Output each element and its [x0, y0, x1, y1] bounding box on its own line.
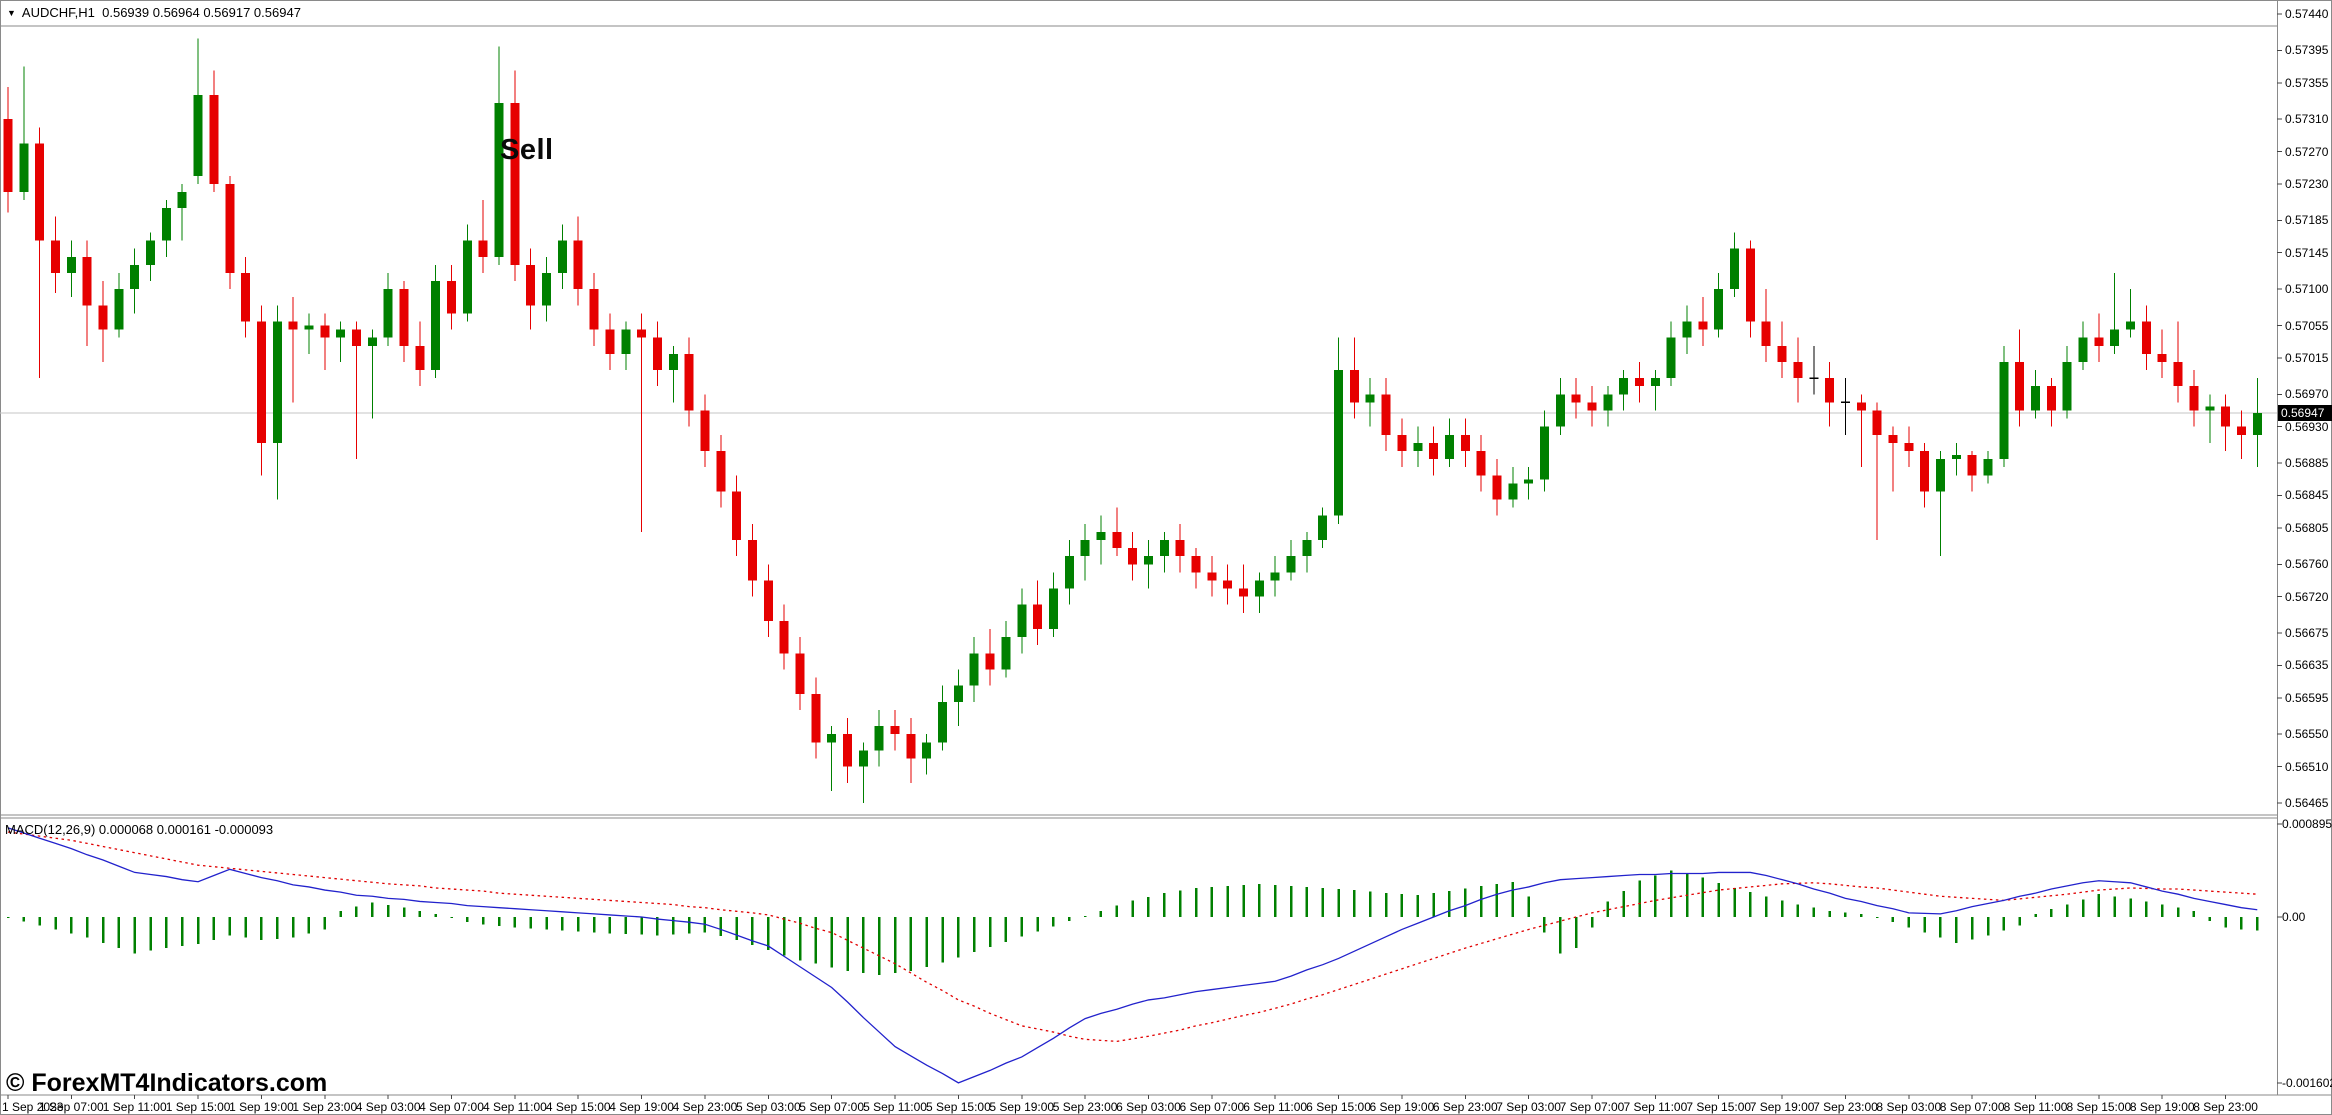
time-axis-label: 5 Sep 07:00 [799, 1100, 865, 1114]
time-axis-label: 7 Sep 07:00 [1559, 1100, 1625, 1114]
time-axis-label: 6 Sep 23:00 [1432, 1100, 1498, 1114]
price-axis-label: 0.57355 [2285, 75, 2329, 90]
time-axis-label: 4 Sep 11:00 [482, 1100, 547, 1114]
chart-dropdown-icon[interactable]: ▼ [7, 8, 16, 18]
price-axis-label: 0.57015 [2285, 350, 2329, 365]
time-axis-label: 8 Sep 07:00 [1939, 1100, 2005, 1114]
time-axis-label: 5 Sep 03:00 [735, 1100, 801, 1114]
quote-ohlc-values: 0.56939 0.56964 0.56917 0.56947 [102, 5, 301, 20]
current-price-tag: 0.56947 [2278, 404, 2332, 421]
time-axis-label: 1 Sep 19:00 [229, 1100, 294, 1114]
time-axis-label: 5 Sep 15:00 [926, 1100, 991, 1114]
price-axis-label: 0.56845 [2285, 488, 2329, 503]
time-axis-label: 6 Sep 15:00 [1306, 1100, 1371, 1114]
time-axis-label: 4 Sep 07:00 [419, 1100, 484, 1114]
time-axis-label: 8 Sep 11:00 [2003, 1100, 2068, 1114]
price-axis-label: 0.56805 [2285, 520, 2329, 535]
macd-axis-label: 0.00 [2282, 910, 2306, 924]
price-axis-label: 0.56885 [2285, 456, 2329, 471]
time-axis-label: 5 Sep 11:00 [863, 1100, 927, 1114]
macd-signal-line [7, 831, 2258, 1043]
time-axis-label: 7 Sep 11:00 [1623, 1100, 1688, 1114]
price-axis-label: 0.56760 [2285, 557, 2329, 572]
time-axis-label: 8 Sep 03:00 [1876, 1100, 1942, 1114]
time-axis-label: 7 Sep 23:00 [1813, 1100, 1878, 1114]
time-axis-label: 1 Sep 07:00 [38, 1100, 104, 1114]
price-axis-label: 0.56930 [2285, 419, 2329, 434]
macd-main-line [7, 827, 2258, 1084]
time-axis-label: 8 Sep 23:00 [2193, 1100, 2258, 1114]
time-axis-label: 1 Sep 23:00 [292, 1100, 358, 1114]
time-axis-label: 4 Sep 23:00 [672, 1100, 738, 1114]
time-axis-label: 8 Sep 15:00 [2066, 1100, 2132, 1114]
price-axis-label: 0.56595 [2285, 690, 2329, 705]
macd-axis-label: -0.001602 [2282, 1076, 2332, 1091]
price-axis-label: 0.57310 [2285, 112, 2329, 127]
macd-indicator-label: MACD(12,26,9) 0.000068 0.000161 -0.00009… [5, 822, 274, 837]
price-axis-label: 0.56675 [2285, 626, 2329, 641]
time-axis-label: 5 Sep 19:00 [989, 1100, 1055, 1114]
macd-axis-label: 0.000895 [2282, 817, 2332, 832]
time-axis-label: 5 Sep 23:00 [1052, 1100, 1118, 1114]
symbol-period-label: AUDCHF,H1 [21, 5, 95, 20]
time-axis-label: 7 Sep 03:00 [1496, 1100, 1561, 1114]
time-axis-label: 1 Sep 11:00 [102, 1100, 167, 1114]
price-axis-label: 0.56510 [2285, 759, 2329, 774]
time-axis-label: 8 Sep 19:00 [2129, 1100, 2195, 1114]
price-axis-label: 0.57055 [2285, 318, 2329, 333]
time-axis-label: 6 Sep 07:00 [1179, 1100, 1245, 1114]
time-axis-label: 4 Sep 15:00 [545, 1100, 611, 1114]
axis-ticks [7, 13, 2282, 1099]
price-axis-label: 0.57395 [2285, 43, 2329, 58]
price-axis-label: 0.56550 [2285, 727, 2329, 742]
time-axis-label: 1 Sep 2023 [2, 1100, 64, 1114]
price-axis-label: 0.57185 [2285, 213, 2329, 228]
price-axis-label: 0.57230 [2285, 176, 2329, 191]
time-axis-label: 1 Sep 15:00 [165, 1100, 231, 1114]
price-axis-label: 0.56635 [2285, 658, 2329, 673]
price-axis-label: 0.56720 [2285, 589, 2329, 604]
time-axis-label: 7 Sep 15:00 [1686, 1100, 1752, 1114]
price-axis-label: 0.57100 [2285, 282, 2329, 297]
time-axis-label: 6 Sep 03:00 [1116, 1100, 1181, 1114]
time-axis-label: 6 Sep 11:00 [1243, 1100, 1308, 1114]
candlestick-series [3, 38, 2262, 803]
time-axis-label: 4 Sep 19:00 [609, 1100, 674, 1114]
price-axis-label: 0.57270 [2285, 144, 2329, 159]
price-axis-label: 0.56970 [2285, 387, 2329, 402]
watermark-text: © ForexMT4Indicators.com [6, 1069, 328, 1097]
price-axis-label: 0.57440 [2285, 7, 2329, 21]
price-axis-label: 0.56465 [2285, 796, 2329, 810]
sell-annotation: Sell [500, 134, 554, 166]
time-axis-label: 4 Sep 03:00 [355, 1100, 421, 1114]
time-axis-label: 6 Sep 19:00 [1369, 1100, 1435, 1114]
macd-histogram [6, 870, 2259, 976]
price-axis-label: 0.57145 [2285, 245, 2329, 260]
time-axis-label: 7 Sep 19:00 [1749, 1100, 1815, 1114]
quote-header: ▼ AUDCHF,H1 0.56939 0.56964 0.56917 0.569… [7, 5, 301, 20]
